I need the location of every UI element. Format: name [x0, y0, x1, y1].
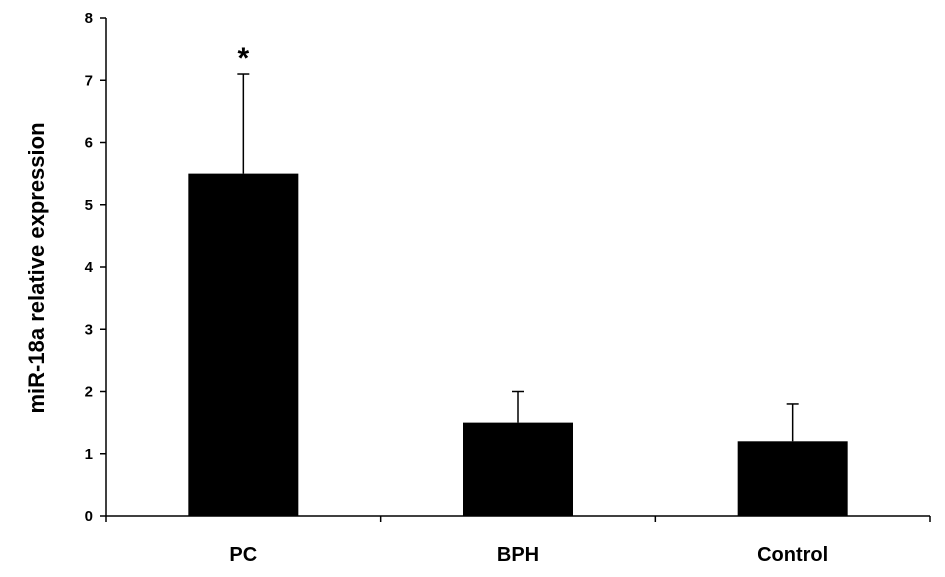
bar [737, 441, 848, 516]
bars [188, 173, 848, 516]
x-axis-labels: PC BPH Control [229, 544, 828, 566]
bar [463, 422, 573, 516]
y-tick-label: 8 [85, 10, 93, 27]
x-tick-label: PC [229, 544, 257, 566]
annotations: * [237, 42, 249, 75]
x-tick-label: Control [757, 544, 828, 566]
y-tick-label: 5 [85, 197, 93, 214]
y-tick-label: 1 [85, 446, 93, 463]
y-tick-label: 6 [85, 135, 93, 152]
y-tick-label: 7 [85, 72, 93, 89]
y-tick-label: 4 [85, 259, 94, 276]
x-tick-label: BPH [497, 544, 539, 566]
y-axis-ticks: 0 1 2 3 4 5 6 7 8 [85, 10, 106, 525]
error-bars [237, 73, 799, 442]
bar [188, 173, 299, 516]
y-tick-label: 0 [85, 508, 93, 525]
y-axis-label: miR-18a relative expression [24, 122, 49, 413]
significance-marker: * [237, 42, 249, 75]
y-tick-label: 3 [85, 321, 93, 338]
y-tick-label: 2 [85, 384, 93, 401]
